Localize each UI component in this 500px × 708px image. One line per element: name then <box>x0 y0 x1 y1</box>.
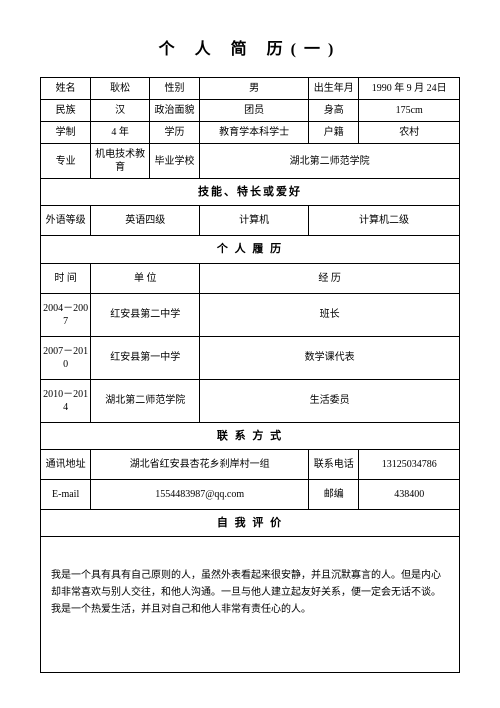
row-history-2: 2007－2010 红安县第一中学 数学课代表 <box>41 336 460 379</box>
row-contact-2: E-mail 1554483987@qq.com 邮编 438400 <box>41 479 460 509</box>
label-political: 政治面貌 <box>149 100 199 122</box>
label-birth: 出生年月 <box>309 78 359 100</box>
h2-unit: 红安县第一中学 <box>91 336 200 379</box>
label-foreign: 外语等级 <box>41 206 91 236</box>
label-phone: 联系电话 <box>309 449 359 479</box>
value-political: 团员 <box>200 100 309 122</box>
row-contact-1: 通讯地址 湖北省红安县杏花乡刹岸村一组 联系电话 13125034786 <box>41 449 460 479</box>
row-selfeval: 我是一个具有具有自己原则的人，虽然外表看起来很安静，并且沉默寡言的人。但是内心却… <box>41 537 460 673</box>
row-skills-header: 技能、特长或爱好 <box>41 179 460 206</box>
label-postcode: 邮编 <box>309 479 359 509</box>
row-basic-1: 姓名 耿松 性别 男 出生年月 1990 年 9 月 24日 <box>41 78 460 100</box>
value-height: 175cm <box>359 100 460 122</box>
label-exp: 经 历 <box>200 263 460 293</box>
value-hukou: 农村 <box>359 122 460 144</box>
value-address: 湖北省红安县杏花乡刹岸村一组 <box>91 449 309 479</box>
resume-table: 姓名 耿松 性别 男 出生年月 1990 年 9 月 24日 民族 汉 政治面貌… <box>40 77 460 673</box>
label-unit: 单 位 <box>91 263 200 293</box>
h2-time: 2007－2010 <box>41 336 91 379</box>
h1-unit: 红安县第二中学 <box>91 293 200 336</box>
value-postcode: 438400 <box>359 479 460 509</box>
label-hukou: 户籍 <box>309 122 359 144</box>
label-name: 姓名 <box>41 78 91 100</box>
h3-time: 2010－2014 <box>41 379 91 422</box>
value-major: 机电技术教育 <box>91 144 150 179</box>
h1-exp: 班长 <box>200 293 460 336</box>
label-time: 时 间 <box>41 263 91 293</box>
value-email: 1554483987@qq.com <box>91 479 309 509</box>
value-birth: 1990 年 9 月 24日 <box>359 78 460 100</box>
label-degree: 学历 <box>149 122 199 144</box>
value-phone: 13125034786 <box>359 449 460 479</box>
row-basic-3: 学制 4 年 学历 教育学本科学士 户籍 农村 <box>41 122 460 144</box>
h2-exp: 数学课代表 <box>200 336 460 379</box>
value-computer: 计算机二级 <box>309 206 460 236</box>
value-foreign: 英语四级 <box>91 206 200 236</box>
page-title: 个 人 简 历(一) <box>40 35 460 59</box>
row-skills: 外语等级 英语四级 计算机 计算机二级 <box>41 206 460 236</box>
resume-header: 个 人 履 历 <box>41 236 460 263</box>
value-ethnic: 汉 <box>91 100 150 122</box>
label-address: 通讯地址 <box>41 449 91 479</box>
row-basic-4: 专业 机电技术教育 毕业学校 湖北第二师范学院 <box>41 144 460 179</box>
selfeval-text: 我是一个具有具有自己原则的人，虽然外表看起来很安静，并且沉默寡言的人。但是内心却… <box>41 537 460 673</box>
value-gradschool: 湖北第二师范学院 <box>200 144 460 179</box>
row-resume-header: 个 人 履 历 <box>41 236 460 263</box>
label-computer: 计算机 <box>200 206 309 236</box>
h1-time: 2004－2007 <box>41 293 91 336</box>
row-history-1: 2004－2007 红安县第二中学 班长 <box>41 293 460 336</box>
label-major: 专业 <box>41 144 91 179</box>
row-history-3: 2010－2014 湖北第二师范学院 生活委员 <box>41 379 460 422</box>
row-selfeval-header: 自 我 评 价 <box>41 509 460 536</box>
label-height: 身高 <box>309 100 359 122</box>
row-history-head: 时 间 单 位 经 历 <box>41 263 460 293</box>
label-edusys: 学制 <box>41 122 91 144</box>
value-degree: 教育学本科学士 <box>200 122 309 144</box>
value-gender: 男 <box>200 78 309 100</box>
label-gender: 性别 <box>149 78 199 100</box>
value-name: 耿松 <box>91 78 150 100</box>
label-email: E-mail <box>41 479 91 509</box>
label-gradschool: 毕业学校 <box>149 144 199 179</box>
row-basic-2: 民族 汉 政治面貌 团员 身高 175cm <box>41 100 460 122</box>
label-ethnic: 民族 <box>41 100 91 122</box>
row-contact-header: 联 系 方 式 <box>41 422 460 449</box>
value-edusys: 4 年 <box>91 122 150 144</box>
skills-header: 技能、特长或爱好 <box>41 179 460 206</box>
h3-exp: 生活委员 <box>200 379 460 422</box>
h3-unit: 湖北第二师范学院 <box>91 379 200 422</box>
contact-header: 联 系 方 式 <box>41 422 460 449</box>
selfeval-header: 自 我 评 价 <box>41 509 460 536</box>
resume-page: 个 人 简 历(一) 姓名 耿松 性别 男 出生年月 1990 年 9 月 24… <box>0 0 500 708</box>
